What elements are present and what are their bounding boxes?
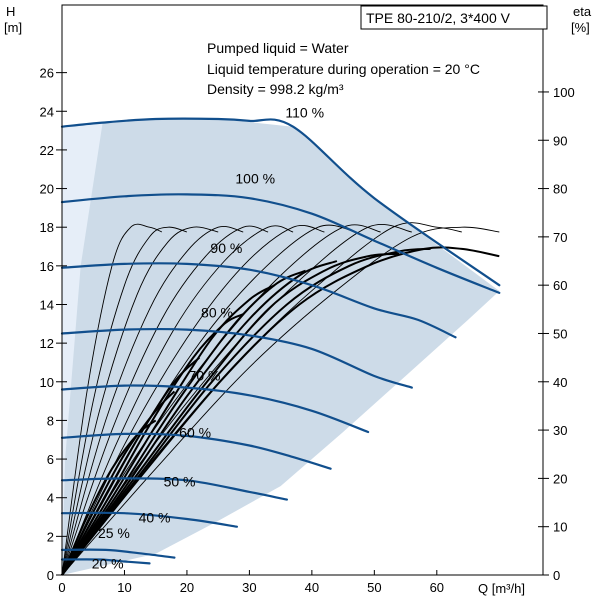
x-axis-ticks: 0 10 20 30 40 50 60 — [58, 580, 444, 595]
x-tick-label: 10 — [117, 580, 131, 595]
y2-tick-label: 70 — [553, 230, 567, 245]
efficiency-curve-3 — [61, 226, 219, 576]
curve-labels: 110 % 100 % 90 % 80 % 70 % 60 % 50 % 40 % 25 % 20… — [92, 105, 324, 572]
head-curve-label-70-percent: 70 % — [189, 368, 221, 384]
x-tick-label: 60 — [430, 580, 444, 595]
y-tick-label: 8 — [47, 413, 54, 428]
y-tick-label: 22 — [40, 143, 54, 158]
head-curve-label-60-percent: 60 % — [179, 425, 211, 441]
head-curve-50-percent — [60, 477, 288, 501]
y-tick-label: 12 — [40, 336, 54, 351]
y2-tick-label: 100 — [553, 85, 575, 100]
x-tick-label: 0 — [58, 580, 65, 595]
efficiency-curve-2 — [61, 226, 188, 576]
y-axis-unit: [m] — [4, 20, 22, 35]
head-curves — [60, 117, 501, 565]
y-tick-label: 2 — [47, 529, 54, 544]
model-label: TPE 80-210/2, 3*400 V — [366, 10, 511, 26]
efficiency-curve-22 — [61, 246, 500, 576]
y2-tick-label: 10 — [553, 520, 567, 535]
x-axis-title: Q [m³/h] — [478, 581, 525, 596]
head-curve-label-40-percent: 40 % — [139, 509, 171, 525]
operating-area — [62, 119, 500, 575]
x-tick-label: 40 — [305, 580, 319, 595]
head-curve-label-90-percent: 90 % — [210, 240, 242, 256]
right-y-axis-ticks: 0 10 20 30 40 50 60 70 80 90 100 — [543, 85, 575, 583]
efficiency-curve-7 — [61, 225, 325, 576]
info-density: Density = 998.2 kg/m³ — [207, 81, 344, 97]
model-label-box — [360, 5, 548, 30]
head-curve-80-percent — [60, 327, 413, 389]
y2-tick-label: 20 — [553, 471, 567, 486]
y-tick-label: 4 — [47, 491, 54, 506]
y2-tick-label: 80 — [553, 182, 567, 197]
head-curve-label-20-percent: 20 % — [92, 556, 124, 572]
head-curve-label-25-percent: 25 % — [98, 525, 130, 541]
y2-tick-label: 30 — [553, 423, 567, 438]
y-axis-title: H — [6, 4, 15, 19]
efficiency-curve-18 — [61, 269, 307, 576]
head-curve-100-percent — [60, 193, 501, 294]
head-curve-25-percent — [60, 548, 176, 559]
efficiency-curve-19 — [61, 260, 338, 576]
y-tick-label: 24 — [40, 104, 54, 119]
y-tick-label: 26 — [40, 66, 54, 81]
operating-envelope — [62, 119, 500, 576]
efficiency-curve-5 — [61, 225, 269, 576]
efficiency-curve-21 — [61, 247, 431, 576]
head-curve-label-50-percent: 50 % — [164, 474, 196, 490]
axes-frame — [61, 4, 544, 576]
head-curve-110-percent — [60, 117, 501, 287]
head-curve-90-percent — [60, 262, 457, 339]
y2-tick-label: 50 — [553, 326, 567, 341]
x-tick-label: 30 — [242, 580, 256, 595]
efficiency-curve-20 — [61, 252, 400, 576]
head-curve-20-percent — [60, 558, 151, 565]
right-y-axis-unit: [%] — [571, 20, 590, 35]
x-tick-label: 50 — [367, 580, 381, 595]
efficiency-curve-1 — [61, 223, 163, 576]
info-liquid-temperature: Liquid temperature during operation = 20… — [207, 61, 480, 77]
head-curve-label-110-percent: 110 % — [285, 105, 324, 121]
head-curve-70-percent — [60, 384, 370, 434]
efficiency-curve-4 — [61, 226, 244, 576]
head-curve-label-100-percent: 100 % — [235, 171, 275, 187]
y-tick-label: 0 — [47, 568, 54, 583]
x-tick-label: 20 — [180, 580, 194, 595]
low-flow-band — [62, 122, 103, 576]
y-tick-label: 16 — [40, 259, 54, 274]
y2-tick-label: 60 — [553, 278, 567, 293]
efficiency-curves — [61, 222, 500, 576]
head-curve-60-percent — [60, 432, 332, 470]
y-tick-label: 18 — [40, 220, 54, 235]
right-y-axis-title: eta — [573, 4, 592, 19]
efficiency-curve-12 — [61, 226, 500, 576]
info-pumped-liquid: Pumped liquid = Water — [207, 40, 349, 56]
y2-tick-label: 40 — [553, 375, 567, 390]
y-tick-label: 6 — [47, 452, 54, 467]
head-curve-40-percent — [60, 511, 238, 528]
efficiency-curve-6 — [61, 225, 294, 576]
y2-tick-label: 0 — [553, 568, 560, 583]
head-curve-label-80-percent: 80 % — [201, 305, 233, 321]
plot-frame — [61, 4, 544, 576]
y-tick-label: 20 — [40, 182, 54, 197]
y-tick-label: 14 — [40, 297, 54, 312]
y2-tick-label: 90 — [553, 133, 567, 148]
y-tick-label: 10 — [40, 375, 54, 390]
